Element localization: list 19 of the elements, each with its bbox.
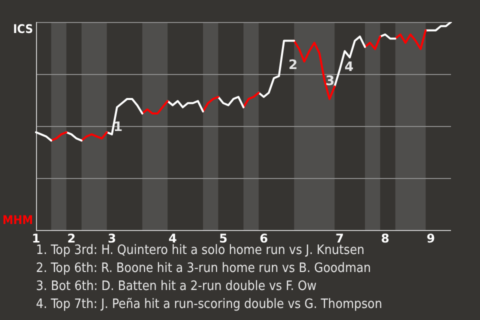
- x-tick-label: 5: [219, 231, 228, 246]
- annotation: 2: [288, 58, 298, 73]
- annotation: 1: [113, 120, 123, 135]
- x-tick-label: 4: [168, 231, 177, 246]
- text: 2. Top 6th: R. Boone hit a 3-run home run vs B. Goodman: [36, 260, 372, 278]
- text: 1. Top 3rd: H. Quintero hit a solo home run vs J. Knutsen: [36, 243, 366, 260]
- x-tick-label: 3: [108, 231, 116, 246]
- text: 4. Top 7th: J. Peña hit a run-scoring double vs G. Thompson: [36, 296, 382, 314]
- x-tick-label: 7: [335, 231, 344, 246]
- x-tick-label: 1: [32, 231, 40, 246]
- x-tick-label: 8: [381, 231, 390, 246]
- annotation: 4: [344, 60, 354, 75]
- x-tick-label: 2: [67, 231, 76, 246]
- text: ICS: [13, 22, 33, 36]
- annotation: 3: [325, 74, 335, 89]
- text: 3. Bot 6th: D. Batten hit a 2-run double vs F. Ow: [36, 278, 318, 296]
- text: MHM: [2, 213, 33, 227]
- x-tick-label: 6: [260, 231, 268, 246]
- x-tick-label: 9: [426, 231, 435, 246]
